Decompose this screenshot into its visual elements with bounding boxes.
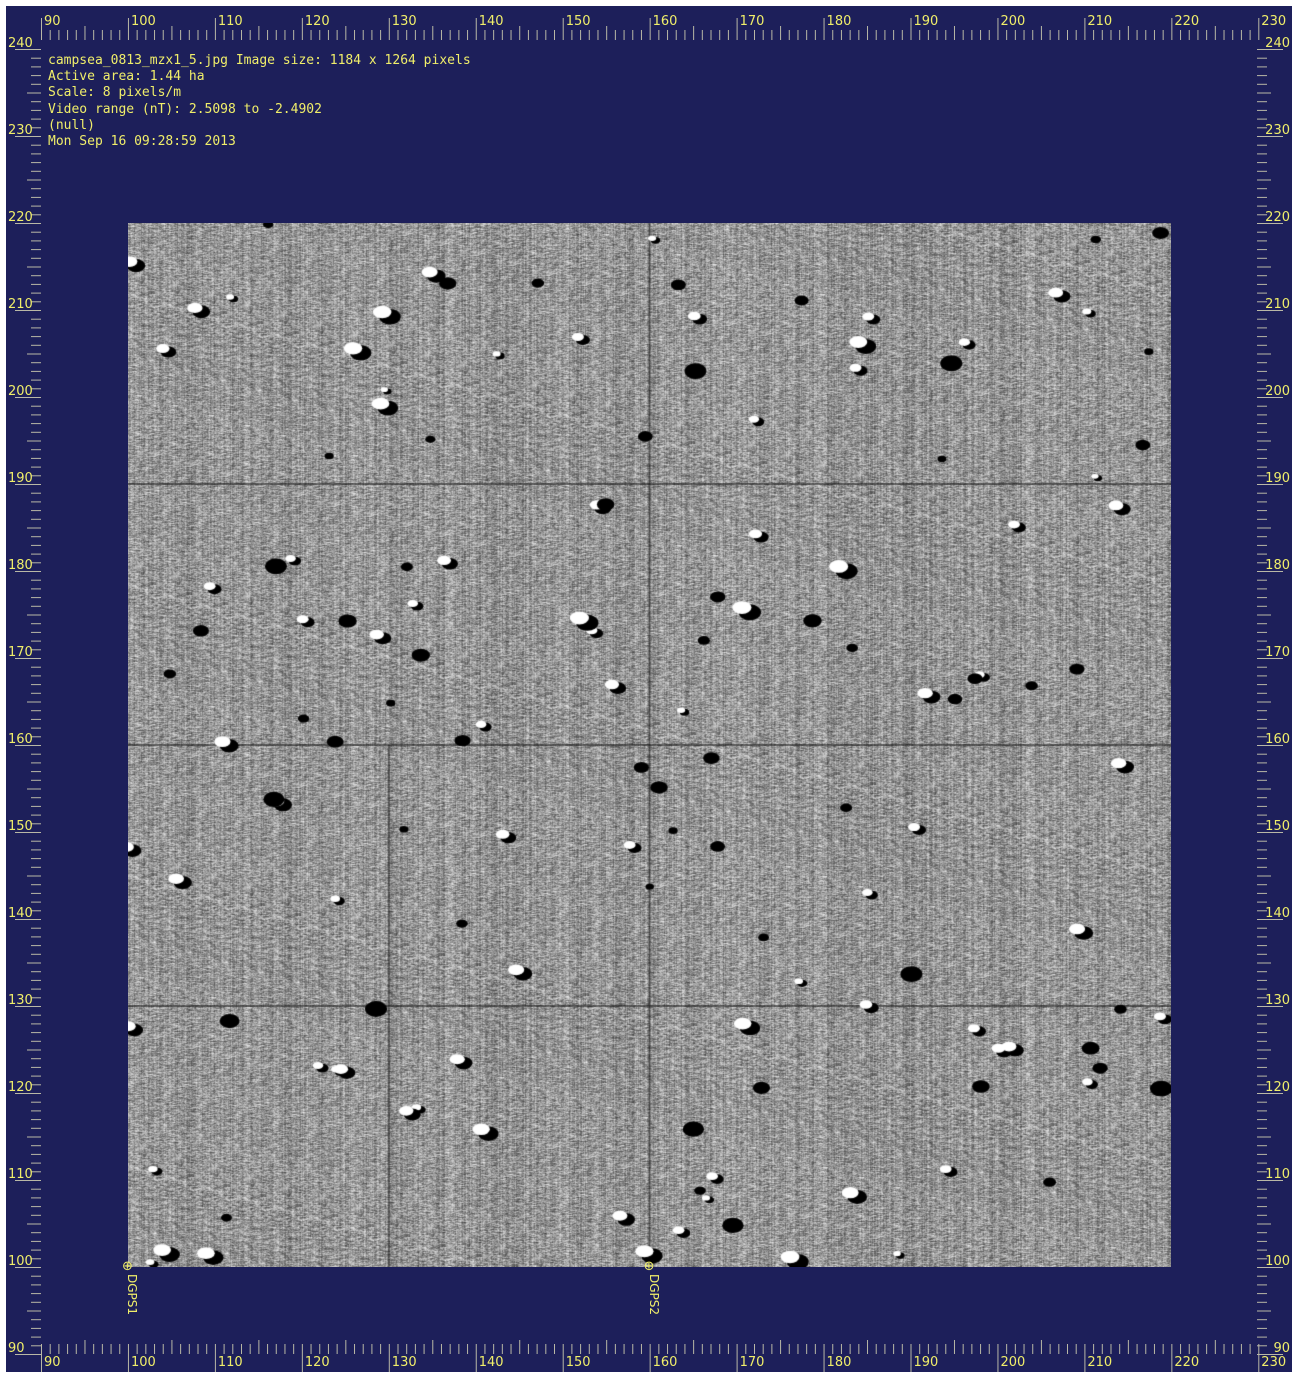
x-tick-label-top: 190 — [914, 14, 939, 29]
y-tick-label-right: 200 — [1265, 384, 1290, 399]
x-tick-label-top: 110 — [218, 14, 243, 29]
y-tick-label-right: 140 — [1265, 906, 1290, 921]
x-tick-label-bottom: 200 — [1000, 1355, 1025, 1370]
x-tick-label-top: 150 — [566, 14, 591, 29]
x-tick-label-bottom: 230 — [1261, 1355, 1286, 1370]
y-tick-label-left: 230 — [8, 123, 33, 138]
y-tick-label-left: 130 — [8, 993, 33, 1008]
video-range: Video range (nT): 2.5098 to -2.4902 — [48, 102, 322, 117]
y-tick-label-left: 110 — [8, 1167, 33, 1182]
y-tick-label-left: 90 — [8, 1341, 25, 1356]
x-tick-label-bottom: 170 — [740, 1355, 765, 1370]
y-tick-label-right: 230 — [1265, 123, 1290, 138]
x-tick-label-top: 210 — [1087, 14, 1112, 29]
y-tick-label-left: 140 — [8, 906, 33, 921]
x-tick-label-top: 160 — [653, 14, 678, 29]
y-tick-label-left: 210 — [8, 297, 33, 312]
y-tick-label-right: 90 — [1273, 1341, 1290, 1356]
active-area: Active area: 1.44 ha — [48, 69, 205, 84]
y-tick-label-left: 120 — [8, 1080, 33, 1095]
y-tick-label-right: 190 — [1265, 471, 1290, 486]
x-tick-label-bottom: 110 — [218, 1355, 243, 1370]
y-tick-label-right: 130 — [1265, 993, 1290, 1008]
x-tick-label-top: 90 — [44, 14, 61, 29]
magnetometer-grayscale-image — [128, 223, 1171, 1267]
image-filename-size: campsea_0813_mzx1_5.jpg Image size: 1184… — [48, 53, 471, 68]
y-tick-label-right: 210 — [1265, 297, 1290, 312]
dgps1-marker: ⊕ DGPS1 — [122, 1260, 146, 1340]
y-tick-label-left: 220 — [8, 210, 33, 225]
y-tick-label-left: 180 — [8, 558, 33, 573]
y-tick-label-right: 150 — [1265, 819, 1290, 834]
y-tick-label-left: 160 — [8, 732, 33, 747]
x-tick-label-bottom: 120 — [305, 1355, 330, 1370]
x-tick-label-bottom: 100 — [131, 1355, 156, 1370]
y-tick-label-right: 240 — [1265, 36, 1290, 51]
x-tick-label-top: 140 — [479, 14, 504, 29]
x-tick-label-top: 100 — [131, 14, 156, 29]
crosshair-icon: ⊕ — [643, 1259, 655, 1274]
x-tick-label-bottom: 210 — [1087, 1355, 1112, 1370]
x-tick-label-bottom: 90 — [44, 1355, 61, 1370]
y-tick-label-right: 180 — [1265, 558, 1290, 573]
dgps2-marker: ⊕ DGPS2 — [644, 1260, 668, 1340]
crosshair-icon: ⊕ — [121, 1259, 133, 1274]
x-tick-label-top: 180 — [827, 14, 852, 29]
timestamp: Mon Sep 16 09:28:59 2013 — [48, 134, 236, 149]
x-tick-label-bottom: 220 — [1174, 1355, 1199, 1370]
x-tick-label-top: 200 — [1000, 14, 1025, 29]
y-tick-label-right: 160 — [1265, 732, 1290, 747]
dgps2-label: DGPS2 — [646, 1274, 661, 1316]
y-tick-label-right: 100 — [1265, 1254, 1290, 1269]
y-tick-label-right: 120 — [1265, 1080, 1290, 1095]
x-tick-label-bottom: 180 — [827, 1355, 852, 1370]
dgps1-label: DGPS1 — [124, 1274, 139, 1316]
y-tick-label-left: 150 — [8, 819, 33, 834]
x-tick-label-top: 230 — [1261, 14, 1286, 29]
y-tick-label-left: 200 — [8, 384, 33, 399]
scale-info: Scale: 8 pixels/m — [48, 85, 182, 100]
x-tick-label-bottom: 190 — [914, 1355, 939, 1370]
x-tick-label-bottom: 160 — [653, 1355, 678, 1370]
x-tick-label-top: 170 — [740, 14, 765, 29]
x-tick-label-top: 220 — [1174, 14, 1199, 29]
x-tick-label-top: 130 — [392, 14, 417, 29]
x-tick-label-bottom: 140 — [479, 1355, 504, 1370]
y-tick-label-right: 170 — [1265, 645, 1290, 660]
null-text: (null) — [48, 118, 95, 133]
y-tick-label-left: 190 — [8, 471, 33, 486]
y-tick-label-right: 220 — [1265, 210, 1290, 225]
y-tick-label-left: 100 — [8, 1254, 33, 1269]
y-tick-label-left: 170 — [8, 645, 33, 660]
x-tick-label-bottom: 130 — [392, 1355, 417, 1370]
x-tick-label-top: 120 — [305, 14, 330, 29]
y-tick-label-left: 240 — [8, 36, 33, 51]
y-tick-label-right: 110 — [1265, 1167, 1290, 1182]
x-tick-label-bottom: 150 — [566, 1355, 591, 1370]
